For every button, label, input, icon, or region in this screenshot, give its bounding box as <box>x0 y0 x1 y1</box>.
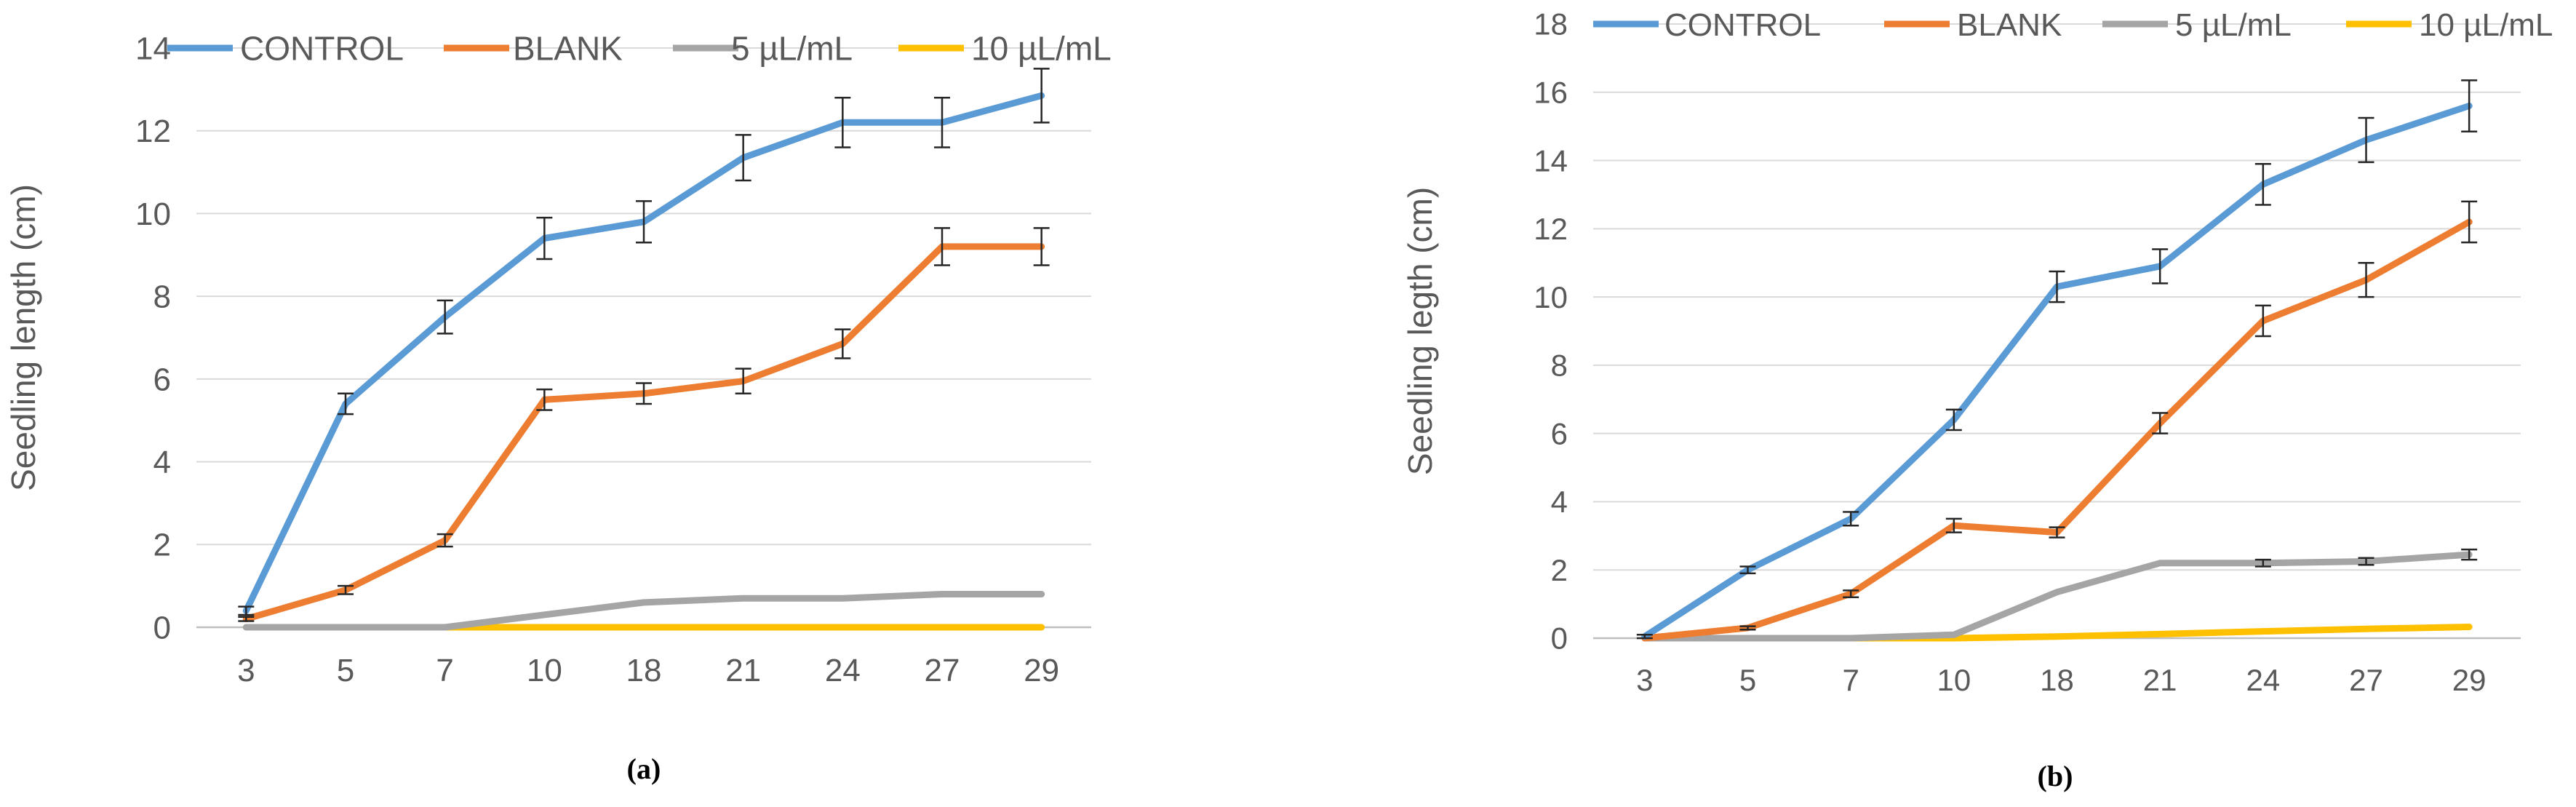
error-bar <box>536 216 553 261</box>
error-bar <box>834 328 851 359</box>
legend-label: 5 µL/mL <box>2175 7 2292 43</box>
error-bar <box>2152 412 2169 434</box>
error-bar <box>1033 227 1050 266</box>
error-bar <box>636 382 652 405</box>
error-bar <box>1739 625 1756 631</box>
y-tick-label: 10 <box>135 196 171 232</box>
y-tick-label: 0 <box>1551 621 1568 656</box>
y-tick-label: 10 <box>1534 280 1568 314</box>
y-tick-label: 6 <box>153 362 171 397</box>
panel-caption: (a) <box>627 752 661 785</box>
error-bar <box>2461 79 2478 132</box>
y-tick-label: 2 <box>1551 553 1568 587</box>
error-bar <box>2461 548 2478 561</box>
error-bar <box>1739 565 1756 575</box>
x-tick-label: 7 <box>436 653 453 688</box>
x-tick-label: 5 <box>337 653 354 688</box>
x-tick-label: 7 <box>1842 663 1859 697</box>
series-line <box>242 243 1045 623</box>
error-bar <box>238 605 255 616</box>
error-bar <box>536 388 553 411</box>
error-bar <box>1033 68 1050 124</box>
error-bar <box>1945 517 1962 533</box>
error-bar <box>834 96 851 148</box>
y-axis-label: Seedling length (cm) <box>4 184 42 491</box>
y-tick-label: 18 <box>1534 7 1568 41</box>
error-bar <box>2049 526 2065 538</box>
error-bar <box>2152 248 2169 285</box>
error-bar <box>2254 162 2271 206</box>
x-tick-label: 29 <box>2452 663 2487 697</box>
error-bar <box>436 533 453 548</box>
series-line <box>242 92 1045 614</box>
y-tick-label: 12 <box>135 114 171 149</box>
legend-label: CONTROL <box>240 30 404 68</box>
error-bar <box>735 367 751 395</box>
legend-label: BLANK <box>1957 7 2062 43</box>
legend-label: CONTROL <box>1664 7 1821 43</box>
x-tick-label: 10 <box>1937 663 1971 697</box>
x-tick-label: 3 <box>1636 663 1653 697</box>
y-tick-label: 14 <box>135 31 171 66</box>
error-bar <box>735 134 751 182</box>
error-bar <box>1843 589 1859 598</box>
error-bar <box>2254 304 2271 338</box>
y-tick-label: 4 <box>153 445 171 480</box>
x-tick-label: 18 <box>626 653 662 688</box>
error-bar <box>934 96 950 148</box>
legend-label: 10 µL/mL <box>2419 7 2553 43</box>
x-tick-label: 10 <box>527 653 562 688</box>
x-tick-label: 3 <box>237 653 255 688</box>
legend-label: 10 µL/mL <box>971 30 1112 68</box>
error-bar <box>338 584 354 595</box>
y-axis-label: Seedling legth (cm) <box>1401 187 1439 475</box>
error-bar <box>2049 270 2065 303</box>
error-bar <box>2254 558 2271 568</box>
x-tick-label: 27 <box>2349 663 2383 697</box>
series-line <box>1641 551 2473 642</box>
error-bar <box>934 227 950 266</box>
y-tick-label: 4 <box>1551 485 1568 519</box>
error-bar <box>2358 557 2374 566</box>
y-tick-label: 12 <box>1534 212 1568 246</box>
legend-label: BLANK <box>513 30 623 68</box>
y-tick-label: 2 <box>153 528 171 563</box>
x-tick-label: 21 <box>725 653 761 688</box>
y-tick-label: 16 <box>1534 75 1568 109</box>
panel-caption: (b) <box>2038 760 2073 792</box>
y-tick-label: 0 <box>153 610 171 645</box>
y-tick-label: 14 <box>1534 143 1568 178</box>
x-tick-label: 18 <box>2040 663 2074 697</box>
error-bar <box>2358 261 2374 298</box>
x-tick-label: 29 <box>1024 653 1059 688</box>
legend-label: 5 µL/mL <box>731 30 853 68</box>
y-tick-label: 8 <box>1551 349 1568 383</box>
error-bar <box>2358 116 2374 164</box>
x-tick-label: 24 <box>2246 663 2280 697</box>
error-bar <box>1636 634 1653 640</box>
series-line <box>1641 103 2473 640</box>
error-bar <box>636 200 652 244</box>
error-bar <box>338 392 354 416</box>
x-tick-label: 5 <box>1739 663 1756 697</box>
y-tick-label: 6 <box>1551 416 1568 450</box>
x-tick-label: 27 <box>925 653 960 688</box>
error-bar <box>1843 511 1859 527</box>
error-bar <box>238 616 255 622</box>
series-line <box>242 591 1045 631</box>
error-bar <box>1945 408 1962 432</box>
x-tick-label: 24 <box>825 653 861 688</box>
y-tick-label: 8 <box>153 279 171 315</box>
error-bar <box>2461 200 2478 244</box>
error-bar <box>436 299 453 335</box>
x-tick-label: 21 <box>2143 663 2177 697</box>
